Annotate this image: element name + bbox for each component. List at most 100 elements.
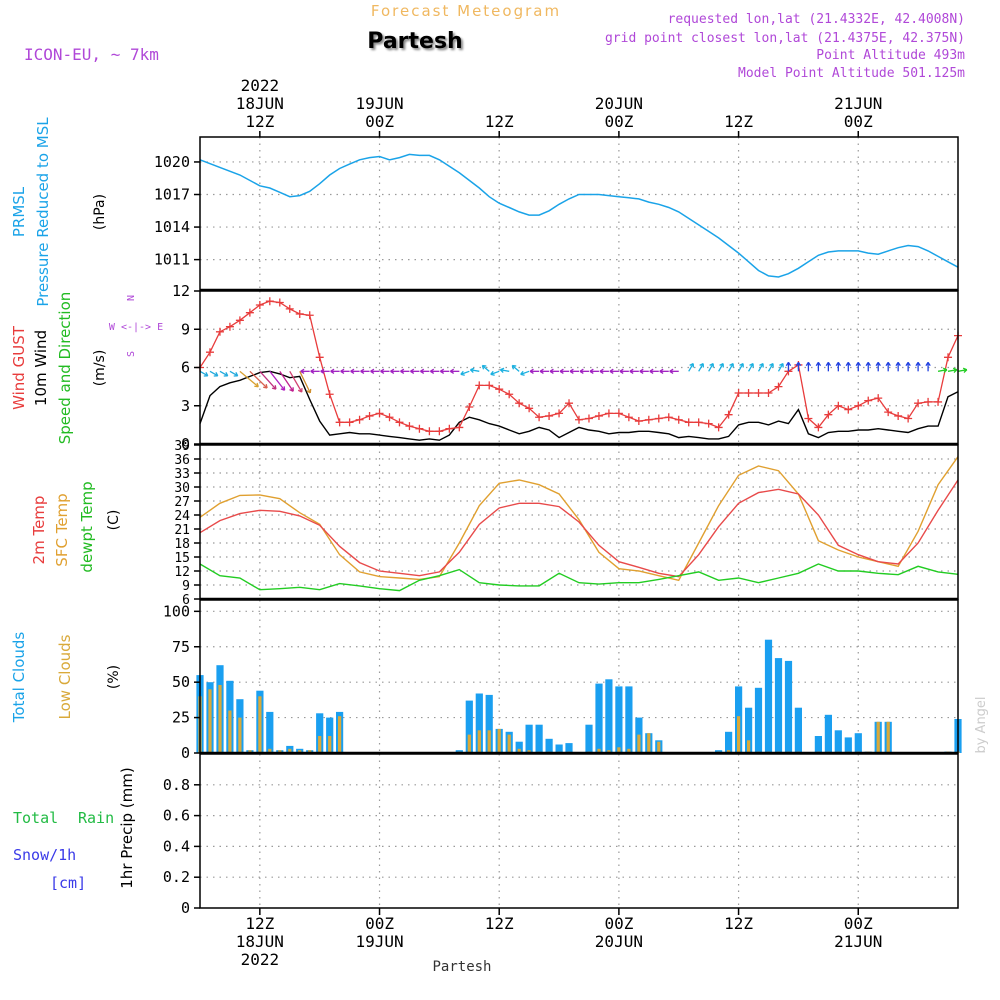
top-time-label: 2022 [241,76,280,95]
wind-gust-marker [305,311,314,320]
wind-direction-arrowhead [449,368,455,375]
wind-direction-arrow [767,363,774,372]
wind-gust-marker [594,411,603,420]
wind-direction-arrowhead [699,362,705,368]
wind-gust-marker [495,385,504,394]
wind-direction-arrowhead [460,370,465,376]
y-tick-label: 21 [174,523,190,538]
wind-direction-arrowhead [885,361,891,367]
wind-direction-arrowhead [629,368,634,375]
wind-direction-arrowhead [795,361,802,367]
pressure-msl-label: Pressure Reduced to MSL [34,117,52,307]
credit-watermark: by Angel [974,696,989,753]
y-tick-label: 27 [174,495,190,510]
wind-panel-labels: Wind GUST 10m Wind Speed and Direction (… [10,292,163,445]
y-tick-label: 12 [172,282,190,300]
y-tick-label: 1017 [154,186,190,204]
grid-point-coordinates: grid point closest lon,lat (21.4375E, 42… [605,31,965,46]
pressure-panel-labels: PRMSL Pressure Reduced to MSL (hPa) [10,117,108,307]
wind-direction-arrow [199,370,209,377]
total-cloud-bar [545,738,553,753]
total-cloud-bar [784,660,793,753]
wind-direction-arrowhead [769,362,774,368]
wind-direction-arrowhead [289,387,294,392]
y-tick-label: 1020 [154,153,190,171]
low-cloud-bar [477,730,481,753]
wind-direction-arrowhead [223,371,229,377]
total-cloud-bar [794,707,802,753]
bottom-time-label: 18JUN [236,932,284,951]
wind-direction-arrowhead [469,367,475,373]
low-cloud-bar [517,748,521,754]
total-cloud-bar [485,694,493,753]
low-cloud-bar [527,750,531,753]
wind-direction-arrowhead [390,368,395,375]
low-cloud-bar [278,750,282,753]
compass-south: S [126,351,137,357]
wind-direction-arrowhead [952,367,958,373]
wind-gust-marker [435,427,444,436]
total-cloud-bar [595,683,603,753]
wind-direction-arrowhead [905,361,911,367]
wind-direction-arrow [239,370,259,388]
wind-direction-arrowhead [410,368,415,375]
wind-direction-arrow [957,369,967,372]
low-cloud-bar [617,747,621,753]
wind-direction-arrowhead [300,368,305,375]
wind-direction-arrow [708,363,714,372]
wind-gust-marker [814,423,823,432]
wind-gust-line [199,300,959,432]
wind-gust-marker [425,427,434,436]
wind-direction-arrowhead [340,368,345,375]
y-tick-label: 75 [172,638,190,656]
wind-direction-arrow [718,363,724,372]
wind-gust-marker [744,389,753,397]
wind-gust-marker [654,414,663,423]
wind-direction-arrowhead [499,367,505,373]
wind-direction-arrowhead [709,362,714,368]
wind-direction-arrowhead [669,368,674,375]
total-cloud-bar [326,717,334,753]
total-rain-label-rain: Rain [78,809,114,827]
low-cloud-bar [747,740,751,754]
wind-gust-marker [634,417,643,426]
precip-panel-labels: Total Rain Snow/1h [cm] 1hr Precip (mm) [13,767,136,892]
wind-direction-arrow [500,369,510,372]
wind-direction-arrowhead [481,364,487,370]
wind-direction-arrowhead [213,371,219,377]
wind-gust-marker [385,413,394,422]
top-time-label: 12Z [245,112,274,131]
bottom-time-label: 19JUN [355,932,403,951]
low-cloud-bar [737,716,741,753]
y-tick-label: 0.4 [163,837,190,855]
wind-direction-arrow [520,370,530,376]
low-cloud-bar [298,750,302,753]
wind-direction-arrowhead [360,368,365,375]
y-tick-label: 33 [174,467,190,482]
wind-gust-marker [694,418,703,427]
pressure-panel-frame [199,136,959,291]
wind-direction-arrowhead [785,361,792,367]
wind-direction-arrow [738,363,744,372]
wind-gust-marker [894,411,903,420]
total-cloud-bar [625,686,633,753]
wind-direction-arrowhead [835,361,842,367]
y-tick-label: 1014 [154,218,190,236]
wind-gust-marker [624,413,633,422]
wind-gust-marker [245,308,254,317]
total-cloud-bar [844,737,852,753]
wind-10m-line [199,370,959,441]
wind-gust-marker [345,418,354,427]
y-tick-label: 36 [174,453,190,468]
super-title: Forecast Meteogram [371,2,561,20]
wind-gust-marker [335,418,344,427]
wind-gust-marker [734,389,743,397]
total-cloud-bar [764,639,773,753]
low-cloud-bar [876,721,880,753]
wind-gust-marker [774,382,783,391]
wind-direction-arrowhead [520,370,525,376]
wind-direction-arrow [490,370,500,376]
wind-gust-marker [804,414,813,423]
wind-speed-direction-label: Speed and Direction [56,292,74,445]
